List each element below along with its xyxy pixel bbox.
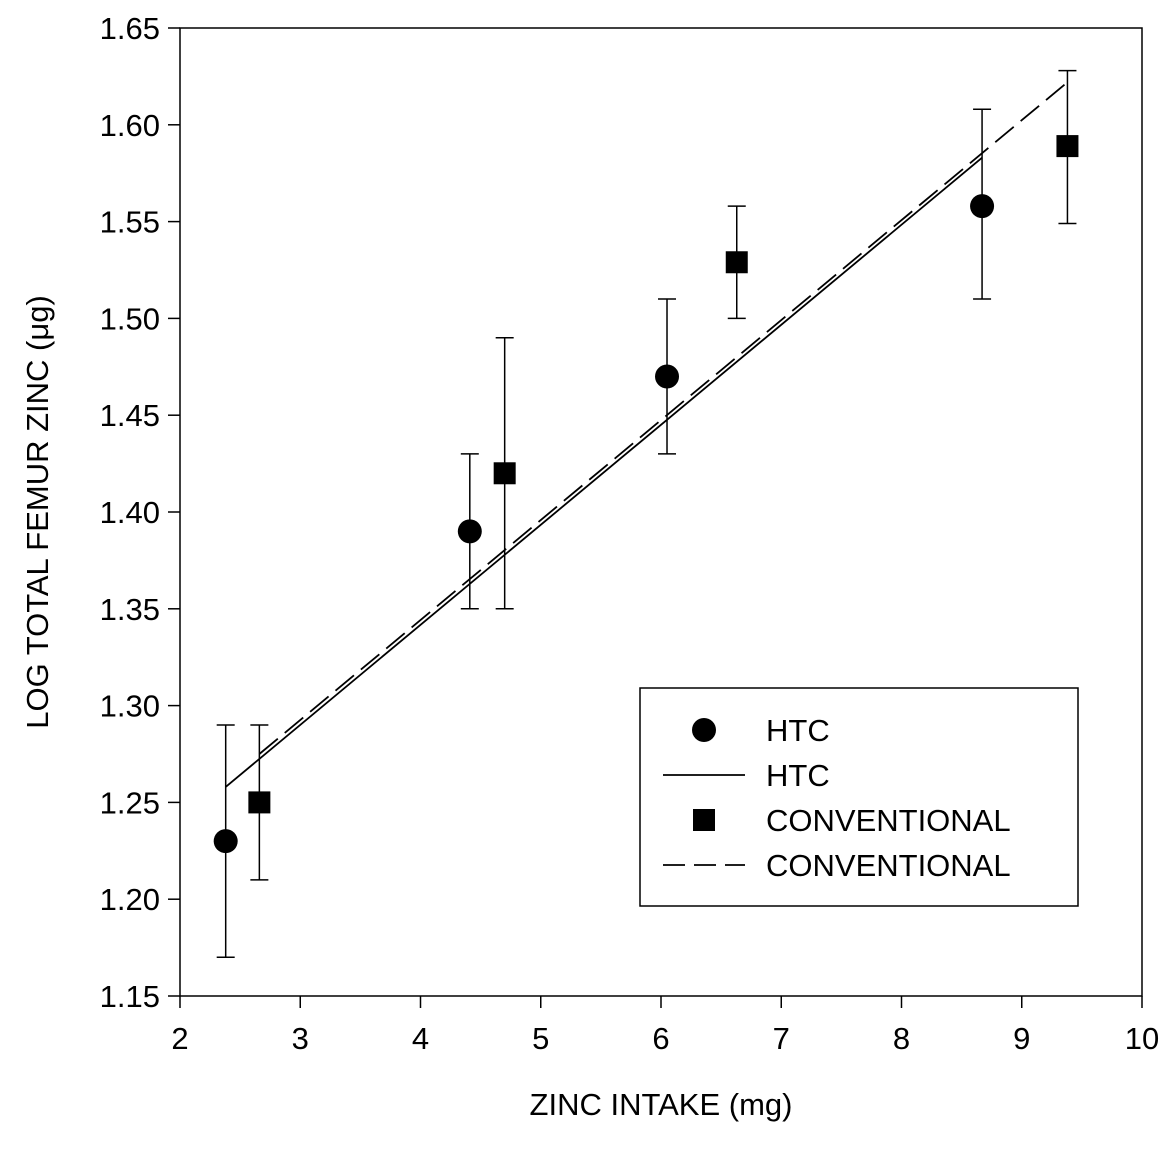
legend-circle-marker xyxy=(692,718,716,742)
htc-point xyxy=(457,519,482,544)
y-tick-label: 1.60 xyxy=(100,108,160,143)
y-axis-title: LOG TOTAL FEMUR ZINC (μg) xyxy=(20,295,55,729)
y-tick-label: 1.25 xyxy=(100,785,160,820)
x-tick-label: 6 xyxy=(652,1021,669,1056)
conventional-point xyxy=(725,251,748,274)
legend: HTC HTC CONVENTIONAL CONVENTIONAL xyxy=(639,687,1079,907)
x-tick-label: 9 xyxy=(1013,1021,1030,1056)
htc-point xyxy=(655,364,680,389)
conventional-point xyxy=(248,791,271,814)
htc-point xyxy=(970,194,995,219)
y-tick-label: 1.45 xyxy=(100,398,160,433)
conventional-point xyxy=(493,462,516,485)
conventional-point xyxy=(1056,135,1079,158)
conventional-fit-line xyxy=(258,81,1069,755)
legend-label: CONVENTIONAL xyxy=(766,848,1011,883)
legend-label: CONVENTIONAL xyxy=(766,803,1011,838)
y-tick-label: 1.15 xyxy=(100,979,160,1014)
x-tick-label: 4 xyxy=(412,1021,429,1056)
y-tick-label: 1.20 xyxy=(100,882,160,917)
x-tick-label: 7 xyxy=(773,1021,790,1056)
data-markers xyxy=(213,135,1079,854)
y-tick-label: 1.40 xyxy=(100,495,160,530)
y-tick-label: 1.65 xyxy=(100,11,160,46)
legend-label: HTC xyxy=(766,713,830,748)
x-tick-label: 10 xyxy=(1125,1021,1159,1056)
legend-label: HTC xyxy=(766,758,830,793)
y-tick-label: 1.55 xyxy=(100,205,160,240)
x-tick-label: 3 xyxy=(292,1021,309,1056)
htc-fit-line xyxy=(225,157,983,788)
y-tick-label: 1.30 xyxy=(100,689,160,724)
x-tick-label: 8 xyxy=(893,1021,910,1056)
legend-square-marker xyxy=(693,809,715,831)
htc-point xyxy=(213,829,238,854)
x-tick-label: 5 xyxy=(532,1021,549,1056)
fit-lines xyxy=(225,81,1069,788)
axis-ticks: 2 3 4 5 6 7 8 9 10 1.15 1.20 1.25 1.30 1.35 1.40 1.45 1.… xyxy=(100,11,1160,1056)
x-axis-title: ZINC INTAKE (mg) xyxy=(530,1087,793,1122)
x-tick-label: 2 xyxy=(171,1021,188,1056)
y-tick-label: 1.35 xyxy=(100,592,160,627)
y-tick-label: 1.50 xyxy=(100,301,160,336)
